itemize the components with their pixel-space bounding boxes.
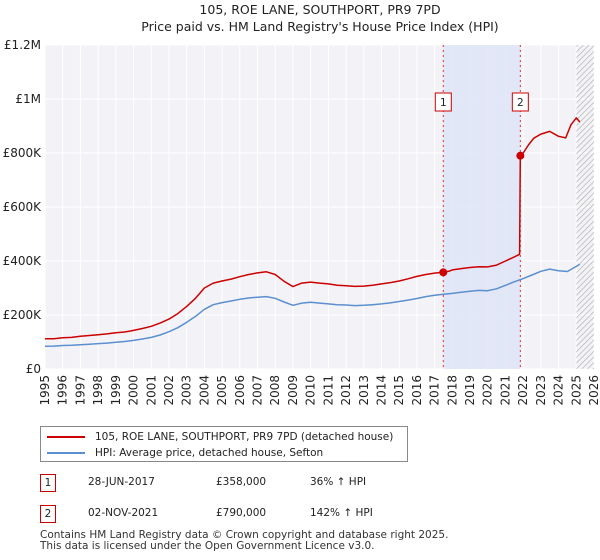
footer-copyright: Contains HM Land Registry data © Crown c… [40, 529, 449, 541]
x-tick-label: 1999 [109, 375, 123, 406]
legend-item-hpi: HPI: Average price, detached house, Seft… [47, 445, 323, 461]
x-tick-label: 2015 [392, 375, 406, 406]
x-tick-label: 2020 [481, 375, 495, 406]
price-chart: 105, ROE LANE, SOUTHPORT, PR9 7PD Price … [3, 2, 600, 406]
legend-swatch-hpi [47, 452, 85, 454]
legend: 105, ROE LANE, SOUTHPORT, PR9 7PD (detac… [40, 426, 408, 462]
chart-title: 105, ROE LANE, SOUTHPORT, PR9 7PD [199, 2, 440, 17]
footer: Contains HM Land Registry data © Crown c… [40, 530, 580, 552]
x-tick-label: 1995 [38, 375, 52, 406]
transaction-hpi-change: 36% ↑ HPI [310, 476, 367, 488]
x-tick-label: 1997 [73, 375, 87, 406]
property-price-line [45, 117, 581, 340]
x-tick-label: 2017 [428, 375, 442, 406]
transaction-date: 28-JUN-2017 [88, 476, 155, 488]
x-tick-label: 2018 [445, 375, 459, 406]
x-tick-label: 2009 [286, 375, 300, 406]
chart-subtitle: Price paid vs. HM Land Registry's House … [141, 19, 498, 34]
y-tick-label: £200K [3, 308, 43, 322]
x-tick-label: 2021 [498, 375, 512, 406]
y-tick-label: £400K [3, 254, 43, 268]
x-tick-label: 2024 [552, 375, 566, 406]
hpi-line [45, 263, 581, 348]
x-tick-label: 2001 [144, 375, 158, 406]
y-tick-label: £600K [3, 200, 43, 214]
x-tick-label: 2004 [197, 375, 211, 406]
x-tick-label: 1996 [56, 375, 70, 406]
transaction-badge: 1 [40, 474, 56, 492]
forecast-hatch [576, 45, 594, 369]
x-tick-label: 2010 [304, 375, 318, 406]
legend-label-hpi: HPI: Average price, detached house, Seft… [95, 447, 324, 459]
transaction-date: 02-NOV-2021 [88, 507, 159, 519]
x-tick-label: 2013 [357, 375, 371, 406]
transaction-marker-label: 2 [517, 97, 524, 109]
x-tick-label: 2003 [180, 375, 194, 406]
x-tick-label: 2011 [321, 375, 335, 406]
transaction-badge: 2 [40, 505, 56, 523]
highlight-band [443, 45, 521, 369]
y-tick-label: £800K [3, 146, 43, 160]
x-tick-label: 2000 [127, 375, 141, 406]
transaction-marker-box [434, 92, 452, 112]
x-tick-label: 2007 [251, 375, 265, 406]
x-tick-label: 2023 [534, 375, 548, 406]
x-tick-label: 2026 [587, 375, 600, 406]
y-tick-label: £1M [15, 92, 41, 106]
transaction-point [516, 151, 525, 160]
x-tick-label: 1998 [91, 375, 105, 406]
x-tick-label: 2012 [339, 375, 353, 406]
x-tick-label: 2019 [463, 375, 477, 406]
transaction-price: £790,000 [216, 507, 267, 519]
transaction-marker-box [511, 92, 529, 112]
x-tick-label: 2006 [233, 375, 247, 406]
footer-licence: This data is licensed under the Open Gov… [40, 540, 375, 552]
y-tick-label: £1.2M [4, 38, 41, 52]
x-tick-label: 2005 [215, 375, 229, 406]
legend-label-property: 105, ROE LANE, SOUTHPORT, PR9 7PD (detac… [95, 431, 394, 443]
x-tick-label: 2016 [410, 375, 424, 406]
x-tick-label: 2014 [374, 375, 388, 406]
x-tick-label: 2022 [516, 375, 530, 406]
transaction-point [439, 268, 448, 277]
x-tick-label: 2008 [268, 375, 282, 406]
x-tick-label: 2025 [569, 375, 583, 406]
transaction-marker-label: 1 [440, 97, 447, 109]
transaction-hpi-change: 142% ↑ HPI [310, 507, 373, 519]
legend-swatch-property [47, 436, 85, 438]
x-tick-label: 2002 [162, 375, 176, 406]
y-tick-label: £0 [26, 362, 41, 376]
legend-item-property: 105, ROE LANE, SOUTHPORT, PR9 7PD (detac… [47, 429, 393, 445]
transaction-price: £358,000 [216, 476, 267, 488]
